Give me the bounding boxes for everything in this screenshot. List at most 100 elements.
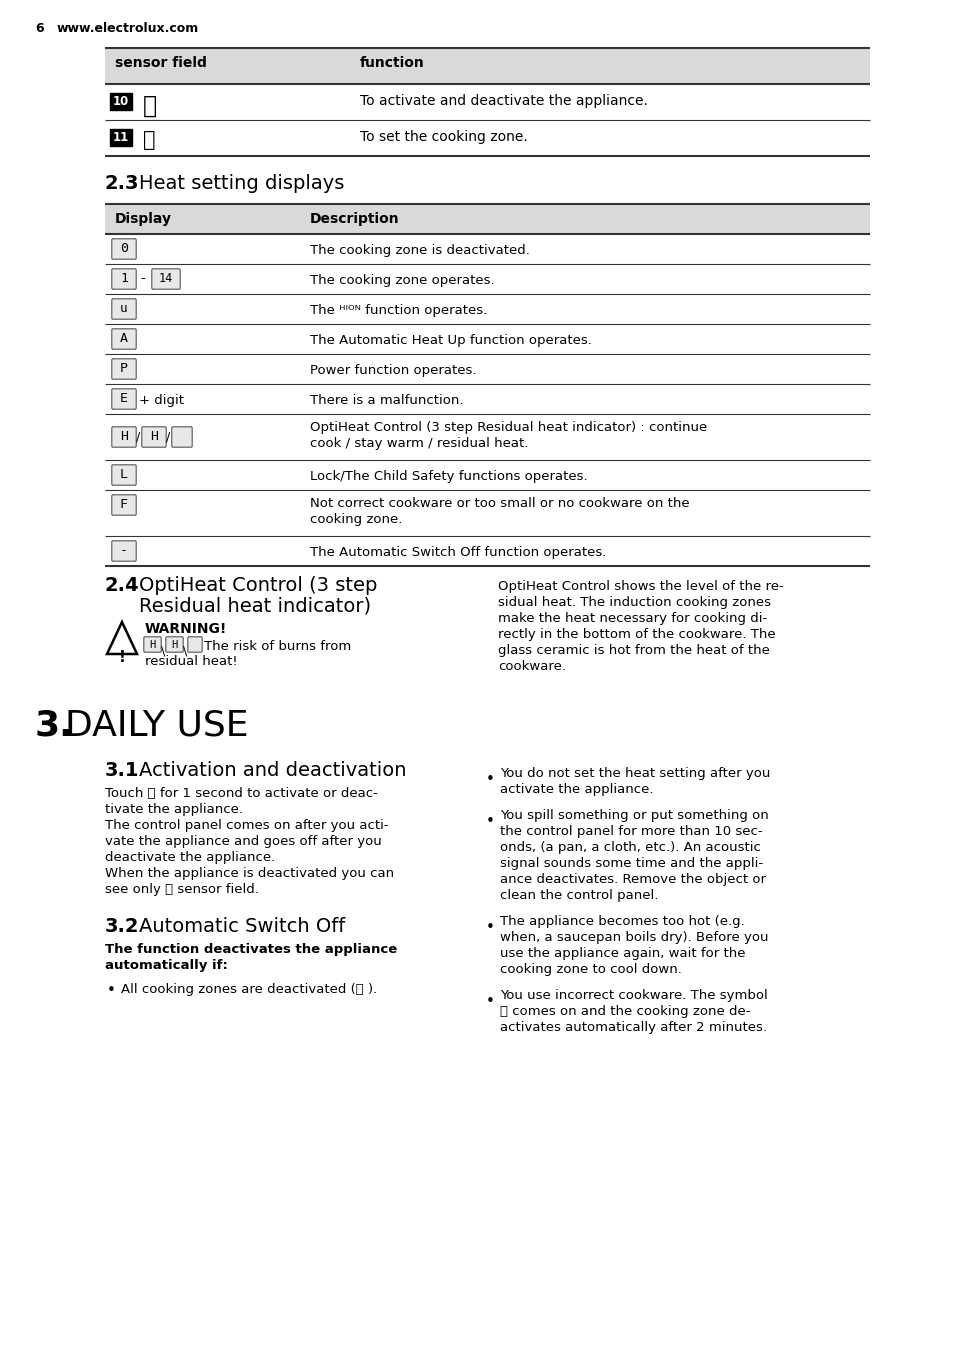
Text: There is a malfunction.: There is a malfunction. (310, 393, 463, 407)
Text: H: H (120, 430, 128, 443)
Text: -: - (140, 273, 145, 285)
Text: •: • (107, 983, 115, 998)
Text: + digit: + digit (139, 393, 184, 407)
FancyBboxPatch shape (112, 495, 136, 515)
Text: H: H (172, 639, 177, 649)
Text: deactivate the appliance.: deactivate the appliance. (105, 850, 275, 864)
Text: \: \ (161, 644, 165, 657)
Text: tivate the appliance.: tivate the appliance. (105, 803, 243, 817)
Bar (105, 49, 869, 84)
Text: H: H (150, 639, 155, 649)
Text: The Automatic Switch Off function operates.: The Automatic Switch Off function operat… (310, 546, 606, 558)
FancyBboxPatch shape (144, 637, 161, 652)
Text: ⌛: ⌛ (143, 130, 155, 150)
Text: Residual heat indicator): Residual heat indicator) (139, 596, 371, 615)
Text: To activate and deactivate the appliance.: To activate and deactivate the appliance… (359, 95, 647, 108)
Text: Power function operates.: Power function operates. (310, 364, 476, 377)
Text: All cooking zones are deactivated (ⓞ ).: All cooking zones are deactivated (ⓞ ). (121, 983, 376, 996)
Text: Not correct cookware or too small or no cookware on the: Not correct cookware or too small or no … (310, 498, 689, 510)
Text: signal sounds some time and the appli-: signal sounds some time and the appli- (499, 857, 762, 869)
FancyBboxPatch shape (166, 637, 183, 652)
FancyBboxPatch shape (112, 329, 136, 349)
Text: •: • (485, 994, 495, 1009)
Text: cooking zone.: cooking zone. (310, 512, 402, 526)
Text: 10: 10 (112, 95, 129, 108)
FancyBboxPatch shape (112, 269, 136, 289)
Text: onds, (a pan, a cloth, etc.). An acoustic: onds, (a pan, a cloth, etc.). An acousti… (499, 841, 760, 854)
Text: activate the appliance.: activate the appliance. (499, 783, 653, 796)
FancyBboxPatch shape (112, 239, 136, 260)
Text: Automatic Switch Off: Automatic Switch Off (139, 917, 345, 936)
Text: A: A (120, 333, 128, 346)
FancyBboxPatch shape (112, 389, 136, 410)
Text: F: F (120, 499, 128, 511)
Text: DAILY USE: DAILY USE (65, 708, 248, 744)
Text: automatically if:: automatically if: (105, 959, 228, 972)
Text: You spill something or put something on: You spill something or put something on (499, 808, 768, 822)
Text: •: • (485, 919, 495, 936)
Bar (110, 128, 132, 146)
Text: 6: 6 (35, 22, 44, 35)
Text: Heat setting displays: Heat setting displays (139, 174, 344, 193)
Text: The cooking zone is deactivated.: The cooking zone is deactivated. (310, 243, 529, 257)
Text: activates automatically after 2 minutes.: activates automatically after 2 minutes. (499, 1021, 766, 1034)
Text: -: - (120, 545, 128, 557)
Text: vate the appliance and goes off after you: vate the appliance and goes off after yo… (105, 836, 381, 848)
Text: 1: 1 (120, 273, 128, 285)
Text: \: \ (183, 644, 187, 657)
Text: 3.2: 3.2 (105, 917, 139, 936)
FancyBboxPatch shape (112, 465, 136, 485)
FancyBboxPatch shape (152, 269, 180, 289)
Text: Display: Display (115, 212, 172, 226)
Text: when, a saucepan boils dry). Before you: when, a saucepan boils dry). Before you (499, 932, 768, 944)
Text: E: E (120, 392, 128, 406)
Text: Touch ⓘ for 1 second to activate or deac-: Touch ⓘ for 1 second to activate or deac… (105, 787, 377, 800)
Text: The ᴴᴵᴼᴺ function operates.: The ᴴᴵᴼᴺ function operates. (310, 304, 487, 316)
Text: !: ! (118, 650, 125, 665)
Text: The appliance becomes too hot (e.g.: The appliance becomes too hot (e.g. (499, 915, 744, 927)
Text: 0: 0 (120, 242, 128, 256)
Text: sensor field: sensor field (115, 55, 207, 70)
Text: The cooking zone operates.: The cooking zone operates. (310, 274, 494, 287)
Text: The function deactivates the appliance: The function deactivates the appliance (105, 942, 396, 956)
Text: clean the control panel.: clean the control panel. (499, 890, 658, 902)
Text: When the appliance is deactivated you can: When the appliance is deactivated you ca… (105, 867, 394, 880)
Text: OptiHeat Control shows the level of the re-: OptiHeat Control shows the level of the … (497, 580, 783, 594)
Bar (105, 204, 869, 234)
FancyBboxPatch shape (112, 299, 136, 319)
Text: H: H (150, 430, 158, 443)
FancyBboxPatch shape (172, 427, 192, 448)
Bar (110, 93, 132, 110)
Text: OptiHeat Control (3 step: OptiHeat Control (3 step (139, 576, 377, 595)
Text: cooking zone to cool down.: cooking zone to cool down. (499, 963, 681, 976)
Text: glass ceramic is hot from the heat of the: glass ceramic is hot from the heat of th… (497, 644, 769, 657)
Text: the control panel for more than 10 sec-: the control panel for more than 10 sec- (499, 825, 761, 838)
Text: 3.1: 3.1 (105, 761, 139, 780)
FancyBboxPatch shape (112, 427, 136, 448)
Text: u: u (120, 303, 128, 315)
FancyBboxPatch shape (142, 427, 166, 448)
Text: rectly in the bottom of the cookware. The: rectly in the bottom of the cookware. Th… (497, 627, 775, 641)
Text: ⓘ: ⓘ (143, 95, 157, 118)
Text: OptiHeat Control (3 step Residual heat indicator) : continue: OptiHeat Control (3 step Residual heat i… (310, 420, 706, 434)
Text: 11: 11 (112, 131, 129, 145)
Text: use the appliance again, wait for the: use the appliance again, wait for the (499, 946, 744, 960)
Text: The risk of burns from: The risk of burns from (204, 639, 351, 653)
Text: •: • (485, 772, 495, 787)
Text: Ⓕ comes on and the cooking zone de-: Ⓕ comes on and the cooking zone de- (499, 1005, 750, 1018)
Text: 3.: 3. (35, 708, 73, 744)
Text: sidual heat. The induction cooking zones: sidual heat. The induction cooking zones (497, 596, 770, 608)
Text: •: • (485, 814, 495, 829)
Text: www.electrolux.com: www.electrolux.com (57, 22, 199, 35)
Text: To set the cooking zone.: To set the cooking zone. (359, 130, 527, 145)
Text: /: / (135, 430, 140, 443)
Text: WARNING!: WARNING! (145, 622, 227, 635)
Text: You use incorrect cookware. The symbol: You use incorrect cookware. The symbol (499, 990, 767, 1002)
Text: cookware.: cookware. (497, 660, 565, 673)
Text: cook / stay warm / residual heat.: cook / stay warm / residual heat. (310, 437, 528, 450)
Text: You do not set the heat setting after you: You do not set the heat setting after yo… (499, 767, 770, 780)
FancyBboxPatch shape (112, 358, 136, 379)
Text: see only ⓘ sensor field.: see only ⓘ sensor field. (105, 883, 258, 896)
Text: 2.4: 2.4 (105, 576, 139, 595)
Text: function: function (359, 55, 424, 70)
